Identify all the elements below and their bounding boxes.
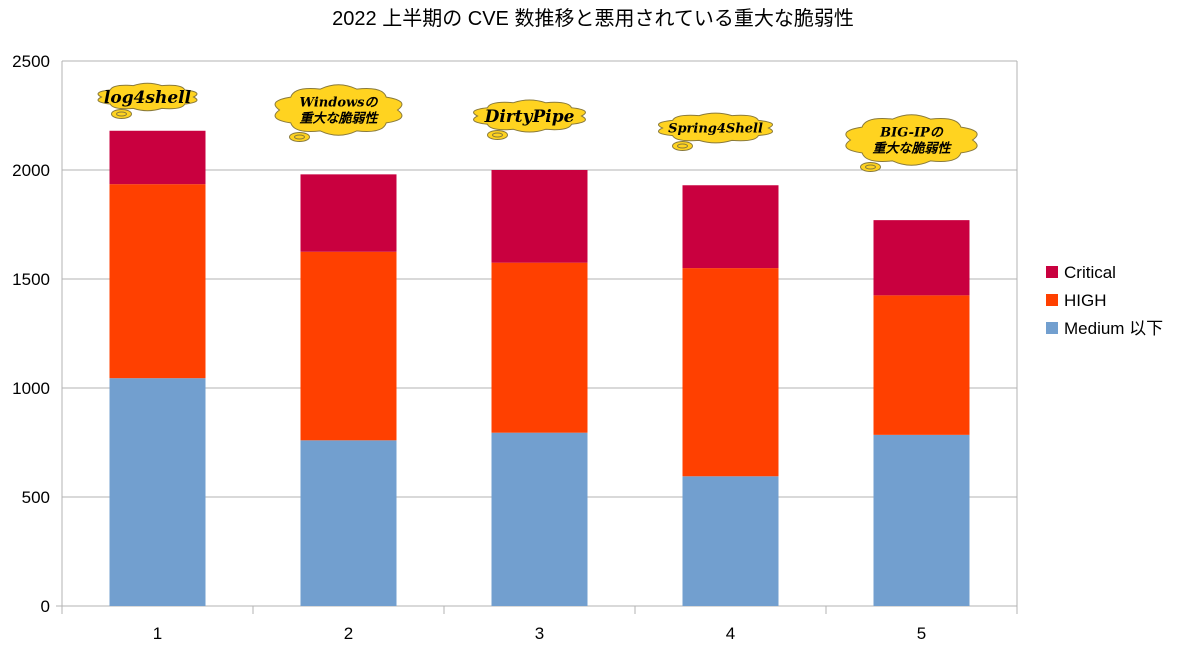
bar-segment [300,174,397,252]
x-tick-label: 1 [153,624,162,643]
bar-segment [491,262,588,433]
bar-segment [300,251,397,441]
bar-segment [109,184,206,379]
callout-label: Windowsの [299,96,378,111]
callout-tail [492,132,503,138]
callout-tail [672,141,693,151]
bar-segment [109,378,206,606]
callout-tail [487,130,508,140]
legend-swatch [1046,294,1058,306]
x-tick-label: 4 [726,624,735,643]
legend-swatch [1046,322,1058,334]
bar-segment [491,170,588,263]
callout-cloud [274,84,403,136]
bar-segment [682,268,779,477]
bar-segment [682,476,779,606]
y-tick-label: 500 [22,488,50,507]
callout-tail [677,143,688,149]
bar-segment [109,130,206,185]
x-tick-label: 2 [344,624,353,643]
y-tick-label: 1500 [12,270,50,289]
y-tick-label: 2000 [12,161,50,180]
bar-segment [873,434,970,606]
callout-tail [111,109,132,119]
callout-tail [116,111,127,117]
callout-label: log4shell [104,88,192,108]
x-tick-label: 5 [917,624,926,643]
callout-tail [865,164,876,170]
y-tick-label: 0 [41,597,50,616]
callout-label: 重大な脆弱性 [299,111,379,127]
bar-segment [682,185,779,269]
callout-cloud [473,99,586,133]
legend-swatch [1046,266,1058,278]
legend-label: HIGH [1064,291,1107,310]
legend-label: Critical [1064,263,1116,282]
callout-label: Spring4Shell [668,122,763,137]
bar-segment [873,295,970,435]
callout-cloud [97,82,198,112]
y-tick-label: 2500 [12,52,50,71]
callout-label: DirtyPipe [484,107,575,127]
chart-title: 2022 上半期の CVE 数推移と悪用されている重大な脆弱性 [332,8,854,30]
callout-cloud [658,112,773,144]
callout-tail [289,132,310,142]
x-tick-label: 3 [535,624,544,643]
callout-tail [860,162,881,172]
bar-segment [491,432,588,606]
callout-cloud [845,114,978,166]
y-tick-label: 1000 [12,379,50,398]
callout-label: BIG-IPの [879,126,944,141]
bar-segment [873,220,970,296]
callout-label: 重大な脆弱性 [872,141,952,157]
bar-segment [300,440,397,606]
callout-tail [294,134,305,140]
legend-label: Medium 以下 [1064,319,1163,338]
